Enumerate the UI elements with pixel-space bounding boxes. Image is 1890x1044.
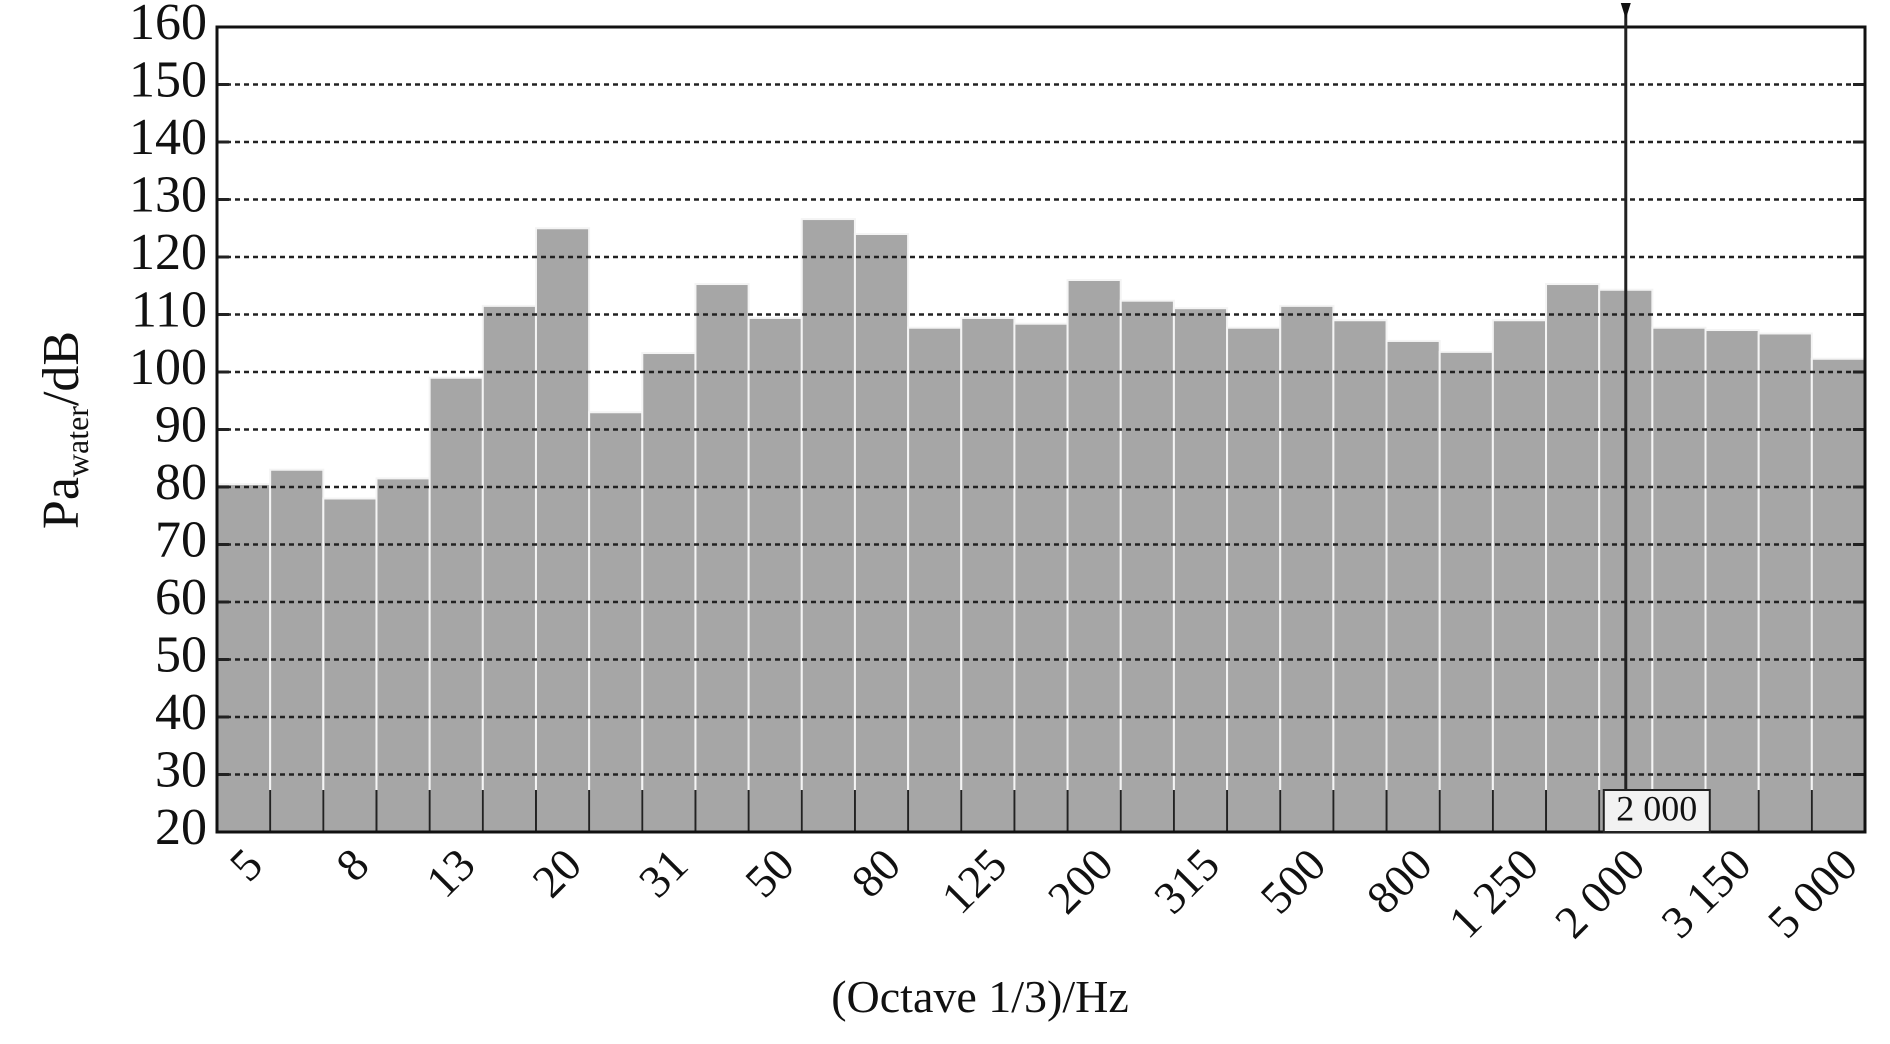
bar bbox=[694, 283, 750, 833]
bar bbox=[800, 218, 856, 834]
bar bbox=[1651, 326, 1707, 833]
x-tick-label: 500 bbox=[1250, 838, 1335, 923]
bar bbox=[269, 468, 325, 833]
x-tick-label: 315 bbox=[1144, 838, 1229, 923]
bar bbox=[1385, 339, 1441, 833]
x-tick-label: 1 250 bbox=[1439, 838, 1548, 947]
x-tick-label: 50 bbox=[735, 838, 804, 907]
x-tick-label: 3 150 bbox=[1651, 838, 1760, 947]
x-tick-label: 125 bbox=[932, 838, 1017, 923]
bar bbox=[588, 411, 644, 833]
y-tick-label: 100 bbox=[129, 339, 207, 396]
cursor-label: 2 000 bbox=[1616, 788, 1697, 828]
x-tick-label: 31 bbox=[629, 838, 698, 907]
bar bbox=[1545, 283, 1601, 833]
bar bbox=[1332, 319, 1388, 833]
bar bbox=[1704, 329, 1760, 833]
y-tick-label: 50 bbox=[155, 626, 207, 683]
y-tick-label: 150 bbox=[129, 51, 207, 108]
bar bbox=[1172, 307, 1229, 833]
bar bbox=[428, 376, 484, 833]
cursor-arrow bbox=[1620, 3, 1631, 19]
y-axis-title-main: Pa bbox=[33, 477, 90, 529]
x-tick-label: 5 000 bbox=[1758, 838, 1867, 947]
bar bbox=[641, 352, 697, 833]
bar bbox=[1226, 326, 1282, 833]
y-axis-title-sub: water bbox=[59, 406, 95, 477]
y-tick-label: 110 bbox=[131, 281, 207, 338]
bar bbox=[534, 227, 591, 833]
bar bbox=[907, 326, 963, 833]
bar bbox=[1757, 332, 1813, 833]
x-tick-label: 200 bbox=[1038, 838, 1123, 923]
bar bbox=[960, 316, 1016, 833]
bar bbox=[1491, 319, 1548, 833]
bar bbox=[1279, 304, 1335, 833]
bar bbox=[375, 477, 431, 833]
y-tick-label: 70 bbox=[155, 511, 207, 568]
x-tick-label: 8 bbox=[326, 838, 378, 890]
bar bbox=[853, 233, 910, 833]
x-tick-label: 20 bbox=[522, 838, 591, 907]
bar bbox=[481, 304, 537, 833]
x-tick-label: 800 bbox=[1357, 838, 1442, 923]
plot-frame bbox=[215, 25, 1867, 834]
y-tick-label: 140 bbox=[129, 109, 207, 166]
x-tick-label: 2 000 bbox=[1545, 838, 1654, 947]
y-tick-label: 120 bbox=[129, 224, 207, 281]
bar bbox=[1438, 350, 1494, 833]
bar bbox=[1013, 322, 1069, 833]
bar bbox=[1066, 279, 1122, 833]
x-tick-label: 5 bbox=[220, 838, 272, 890]
bar bbox=[747, 316, 803, 833]
y-tick-label: 40 bbox=[155, 684, 207, 741]
y-tick-label: 60 bbox=[155, 569, 207, 626]
y-tick-label: 30 bbox=[155, 741, 207, 798]
x-tick-label: 80 bbox=[841, 838, 910, 907]
cursor-label-box bbox=[1602, 789, 1711, 833]
x-tick-label: 13 bbox=[416, 838, 485, 907]
y-tick-label: 20 bbox=[155, 799, 207, 856]
bar bbox=[1810, 357, 1867, 833]
y-tick-label: 130 bbox=[129, 166, 207, 223]
y-tick-label: 160 bbox=[129, 0, 207, 51]
y-tick-label: 80 bbox=[155, 454, 207, 511]
y-tick-label: 90 bbox=[155, 396, 207, 453]
bar bbox=[1119, 299, 1175, 833]
y-axis-title-suffix: /dB bbox=[33, 331, 90, 406]
x-axis-title: (Octave 1/3)/Hz bbox=[831, 971, 1129, 1022]
y-axis-title: Pawater/dB bbox=[33, 331, 95, 529]
bar bbox=[322, 497, 378, 833]
